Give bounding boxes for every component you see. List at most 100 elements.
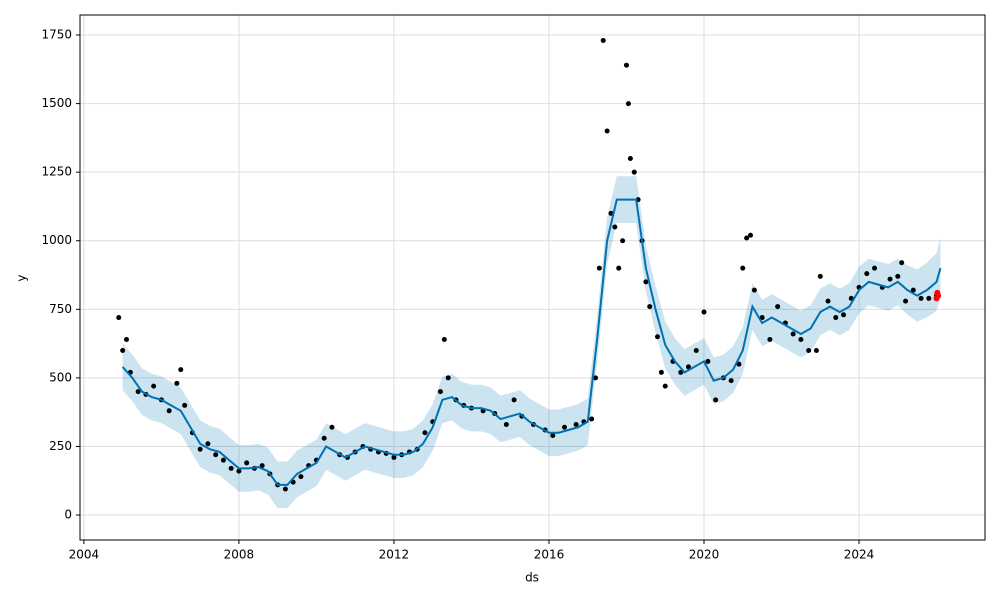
- y-tick-label: 500: [49, 370, 72, 384]
- observed-point: [298, 474, 304, 480]
- observed-point: [620, 238, 626, 244]
- observed-point: [120, 347, 126, 353]
- observed-point: [259, 463, 265, 469]
- observed-point: [182, 402, 188, 408]
- observed-point: [116, 315, 122, 321]
- y-tick-label: 250: [49, 439, 72, 453]
- x-tick-label: 2008: [224, 548, 255, 562]
- y-tick-label: 1750: [41, 28, 72, 42]
- observed-point: [612, 224, 618, 230]
- observed-point: [895, 273, 901, 279]
- observed-point: [236, 468, 242, 474]
- observed-point: [503, 422, 509, 428]
- observed-point: [798, 336, 804, 342]
- observed-point: [441, 336, 447, 342]
- observed-point: [864, 271, 870, 277]
- observed-point: [124, 336, 130, 342]
- y-tick-label: 1000: [41, 233, 72, 247]
- observed-point: [174, 380, 180, 386]
- observed-point: [437, 389, 443, 395]
- observed-point: [678, 369, 684, 375]
- observed-point: [813, 347, 819, 353]
- observed-point: [391, 454, 397, 460]
- observed-point: [686, 364, 692, 370]
- y-axis-label: y: [15, 274, 29, 281]
- observed-point: [903, 298, 909, 304]
- observed-point: [627, 155, 633, 161]
- observed-point: [775, 304, 781, 310]
- y-tick-label: 750: [49, 302, 72, 316]
- observed-point: [887, 276, 893, 282]
- observed-point: [445, 375, 451, 381]
- x-axis-label: ds: [525, 571, 539, 585]
- observed-point: [592, 375, 598, 381]
- observed-point: [600, 38, 606, 44]
- uncertainty-band: [122, 176, 941, 509]
- observed-point: [282, 486, 288, 492]
- observed-point: [705, 358, 711, 364]
- observed-point: [833, 315, 839, 321]
- observed-point: [751, 287, 757, 293]
- observed-point: [643, 279, 649, 285]
- observed-point: [166, 408, 172, 414]
- observed-point: [623, 62, 629, 68]
- observed-point: [693, 347, 699, 353]
- observed-point: [806, 347, 812, 353]
- observed-point: [817, 273, 823, 279]
- observed-point: [625, 101, 631, 107]
- observed-point: [135, 389, 141, 395]
- observed-point: [616, 265, 622, 271]
- y-tick-label: 1250: [41, 165, 72, 179]
- observed-point: [736, 361, 742, 367]
- observed-point: [910, 287, 916, 293]
- observed-point: [422, 430, 428, 436]
- observed-point: [589, 416, 595, 422]
- observed-point: [899, 260, 905, 266]
- observed-point: [728, 378, 734, 384]
- observed-point: [596, 265, 602, 271]
- observed-point: [767, 336, 773, 342]
- observed-point: [197, 446, 203, 452]
- observed-point: [647, 304, 653, 310]
- x-tick-label: 2004: [69, 548, 100, 562]
- observed-point: [918, 295, 924, 301]
- observed-point: [604, 128, 610, 134]
- observed-point: [841, 312, 847, 318]
- observed-point: [151, 383, 157, 389]
- observed-point: [220, 457, 226, 463]
- observed-point: [740, 265, 746, 271]
- observed-point: [329, 424, 335, 430]
- observed-point: [213, 452, 219, 458]
- plot-frame: [79, 14, 986, 541]
- observed-point: [825, 298, 831, 304]
- observed-point: [701, 309, 707, 315]
- y-tick-label: 1500: [41, 96, 72, 110]
- x-tick-label: 2016: [534, 548, 565, 562]
- observed-point: [550, 432, 556, 438]
- observed-point: [790, 331, 796, 337]
- observed-point: [244, 460, 250, 466]
- observed-point: [321, 435, 327, 441]
- y-tick-label: 0: [64, 508, 72, 522]
- observed-point: [658, 369, 664, 375]
- observed-point: [713, 397, 719, 403]
- observed-point: [228, 465, 234, 471]
- observed-point: [744, 235, 750, 241]
- observed-point: [205, 441, 211, 447]
- observed-point: [759, 315, 765, 321]
- observed-point: [511, 397, 517, 403]
- observed-point: [654, 334, 660, 340]
- observed-point: [561, 424, 567, 430]
- forecast-line: [121, 198, 942, 486]
- observed-point: [748, 232, 754, 238]
- x-tick-label: 2020: [689, 548, 720, 562]
- observed-point: [662, 383, 668, 389]
- observed-point: [872, 265, 878, 271]
- observed-point: [573, 422, 579, 428]
- observed-point: [178, 367, 184, 373]
- future-point: [935, 292, 942, 299]
- x-tick-label: 2024: [844, 548, 875, 562]
- observed-point: [608, 210, 614, 216]
- x-tick-label: 2012: [379, 548, 410, 562]
